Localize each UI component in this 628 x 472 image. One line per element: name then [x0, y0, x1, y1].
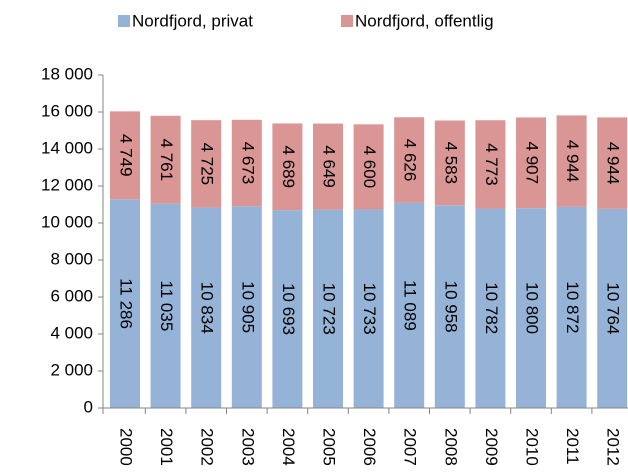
bar-segment	[597, 208, 628, 408]
y-tick-label: 12 000	[41, 175, 93, 194]
x-tick-label: 2007	[401, 428, 420, 466]
value-label: 4 725	[198, 143, 217, 186]
x-tick-label: 2005	[320, 428, 339, 466]
bar-segment	[475, 120, 506, 209]
bar-segment	[516, 208, 546, 408]
x-tick-label: 2006	[360, 428, 379, 466]
value-label: 10 834	[198, 282, 217, 334]
bar-segment	[434, 205, 465, 408]
y-tick-label: 10 000	[41, 212, 93, 231]
bar-segment	[313, 123, 343, 210]
bar-segment	[353, 209, 384, 408]
bar-segment	[150, 115, 181, 204]
bar-segment	[394, 117, 425, 203]
x-tick-label: 2010	[523, 428, 542, 466]
y-tick-label: 4 000	[50, 323, 93, 342]
value-label: 4 673	[238, 142, 257, 185]
bar-segment	[231, 119, 262, 207]
value-label: 11 035	[157, 281, 176, 332]
value-label: 4 944	[563, 140, 582, 183]
y-tick-label: 8 000	[50, 249, 93, 268]
x-tick-label: 2002	[198, 428, 217, 466]
x-tick-label: 2003	[238, 428, 257, 466]
bar-segment	[353, 124, 384, 210]
value-label: 10 693	[279, 283, 298, 335]
y-tick-label: 18 000	[41, 64, 93, 83]
value-label: 10 733	[360, 283, 379, 335]
value-label: 10 764	[604, 282, 623, 334]
x-tick-label: 2011	[563, 428, 582, 465]
bar-segment	[272, 210, 303, 408]
value-label: 4 600	[360, 146, 379, 189]
value-label: 10 782	[482, 282, 501, 334]
x-tick-label: 2004	[279, 428, 298, 466]
y-tick-label: 6 000	[50, 286, 93, 305]
y-tick-label: 16 000	[41, 101, 93, 120]
value-label: 4 944	[604, 142, 623, 185]
bar-segment	[272, 123, 303, 211]
value-label: 4 773	[482, 143, 501, 186]
x-tick-label: 2009	[482, 428, 501, 466]
bar-segment	[597, 117, 628, 209]
legend-label: Nordfjord, offentlig	[355, 11, 494, 30]
bar-segment	[110, 111, 140, 200]
bar-segment	[556, 115, 587, 207]
bar-segment	[231, 206, 262, 408]
value-label: 4 761	[157, 139, 176, 182]
value-label: 10 958	[441, 281, 460, 333]
value-label: 10 800	[523, 282, 542, 334]
bar-segment	[110, 199, 140, 408]
value-label: 4 626	[401, 139, 420, 182]
value-label: 4 583	[441, 142, 460, 185]
bar-segment	[150, 203, 181, 408]
bar-segment	[556, 206, 587, 408]
bar-segment	[394, 202, 425, 408]
bar-segment	[191, 207, 222, 408]
legend-swatch	[341, 15, 353, 27]
legend-swatch	[118, 15, 130, 27]
x-tick-label: 2001	[157, 428, 176, 466]
bar-segment	[475, 208, 506, 408]
y-tick-label: 2 000	[50, 360, 93, 379]
value-label: 4 689	[279, 146, 298, 189]
x-tick-label: 2012	[604, 428, 623, 466]
y-tick-label: 14 000	[41, 138, 93, 157]
value-label: 11 286	[117, 278, 136, 329]
value-label: 4 907	[523, 142, 542, 185]
value-label: 10 905	[238, 281, 257, 333]
bar-segment	[191, 120, 222, 208]
x-tick-label: 2008	[441, 428, 460, 466]
value-label: 4 749	[117, 134, 136, 177]
value-label: 10 723	[320, 283, 339, 335]
x-tick-label: 2000	[117, 428, 136, 466]
bar-segment	[313, 209, 343, 408]
value-label: 11 089	[401, 280, 420, 331]
value-label: 10 872	[563, 281, 582, 333]
bar-segment	[434, 120, 465, 206]
y-tick-label: 0	[84, 397, 93, 416]
legend-label: Nordfjord, privat	[132, 11, 253, 30]
bar-segment	[516, 117, 546, 209]
value-label: 4 649	[320, 145, 339, 188]
